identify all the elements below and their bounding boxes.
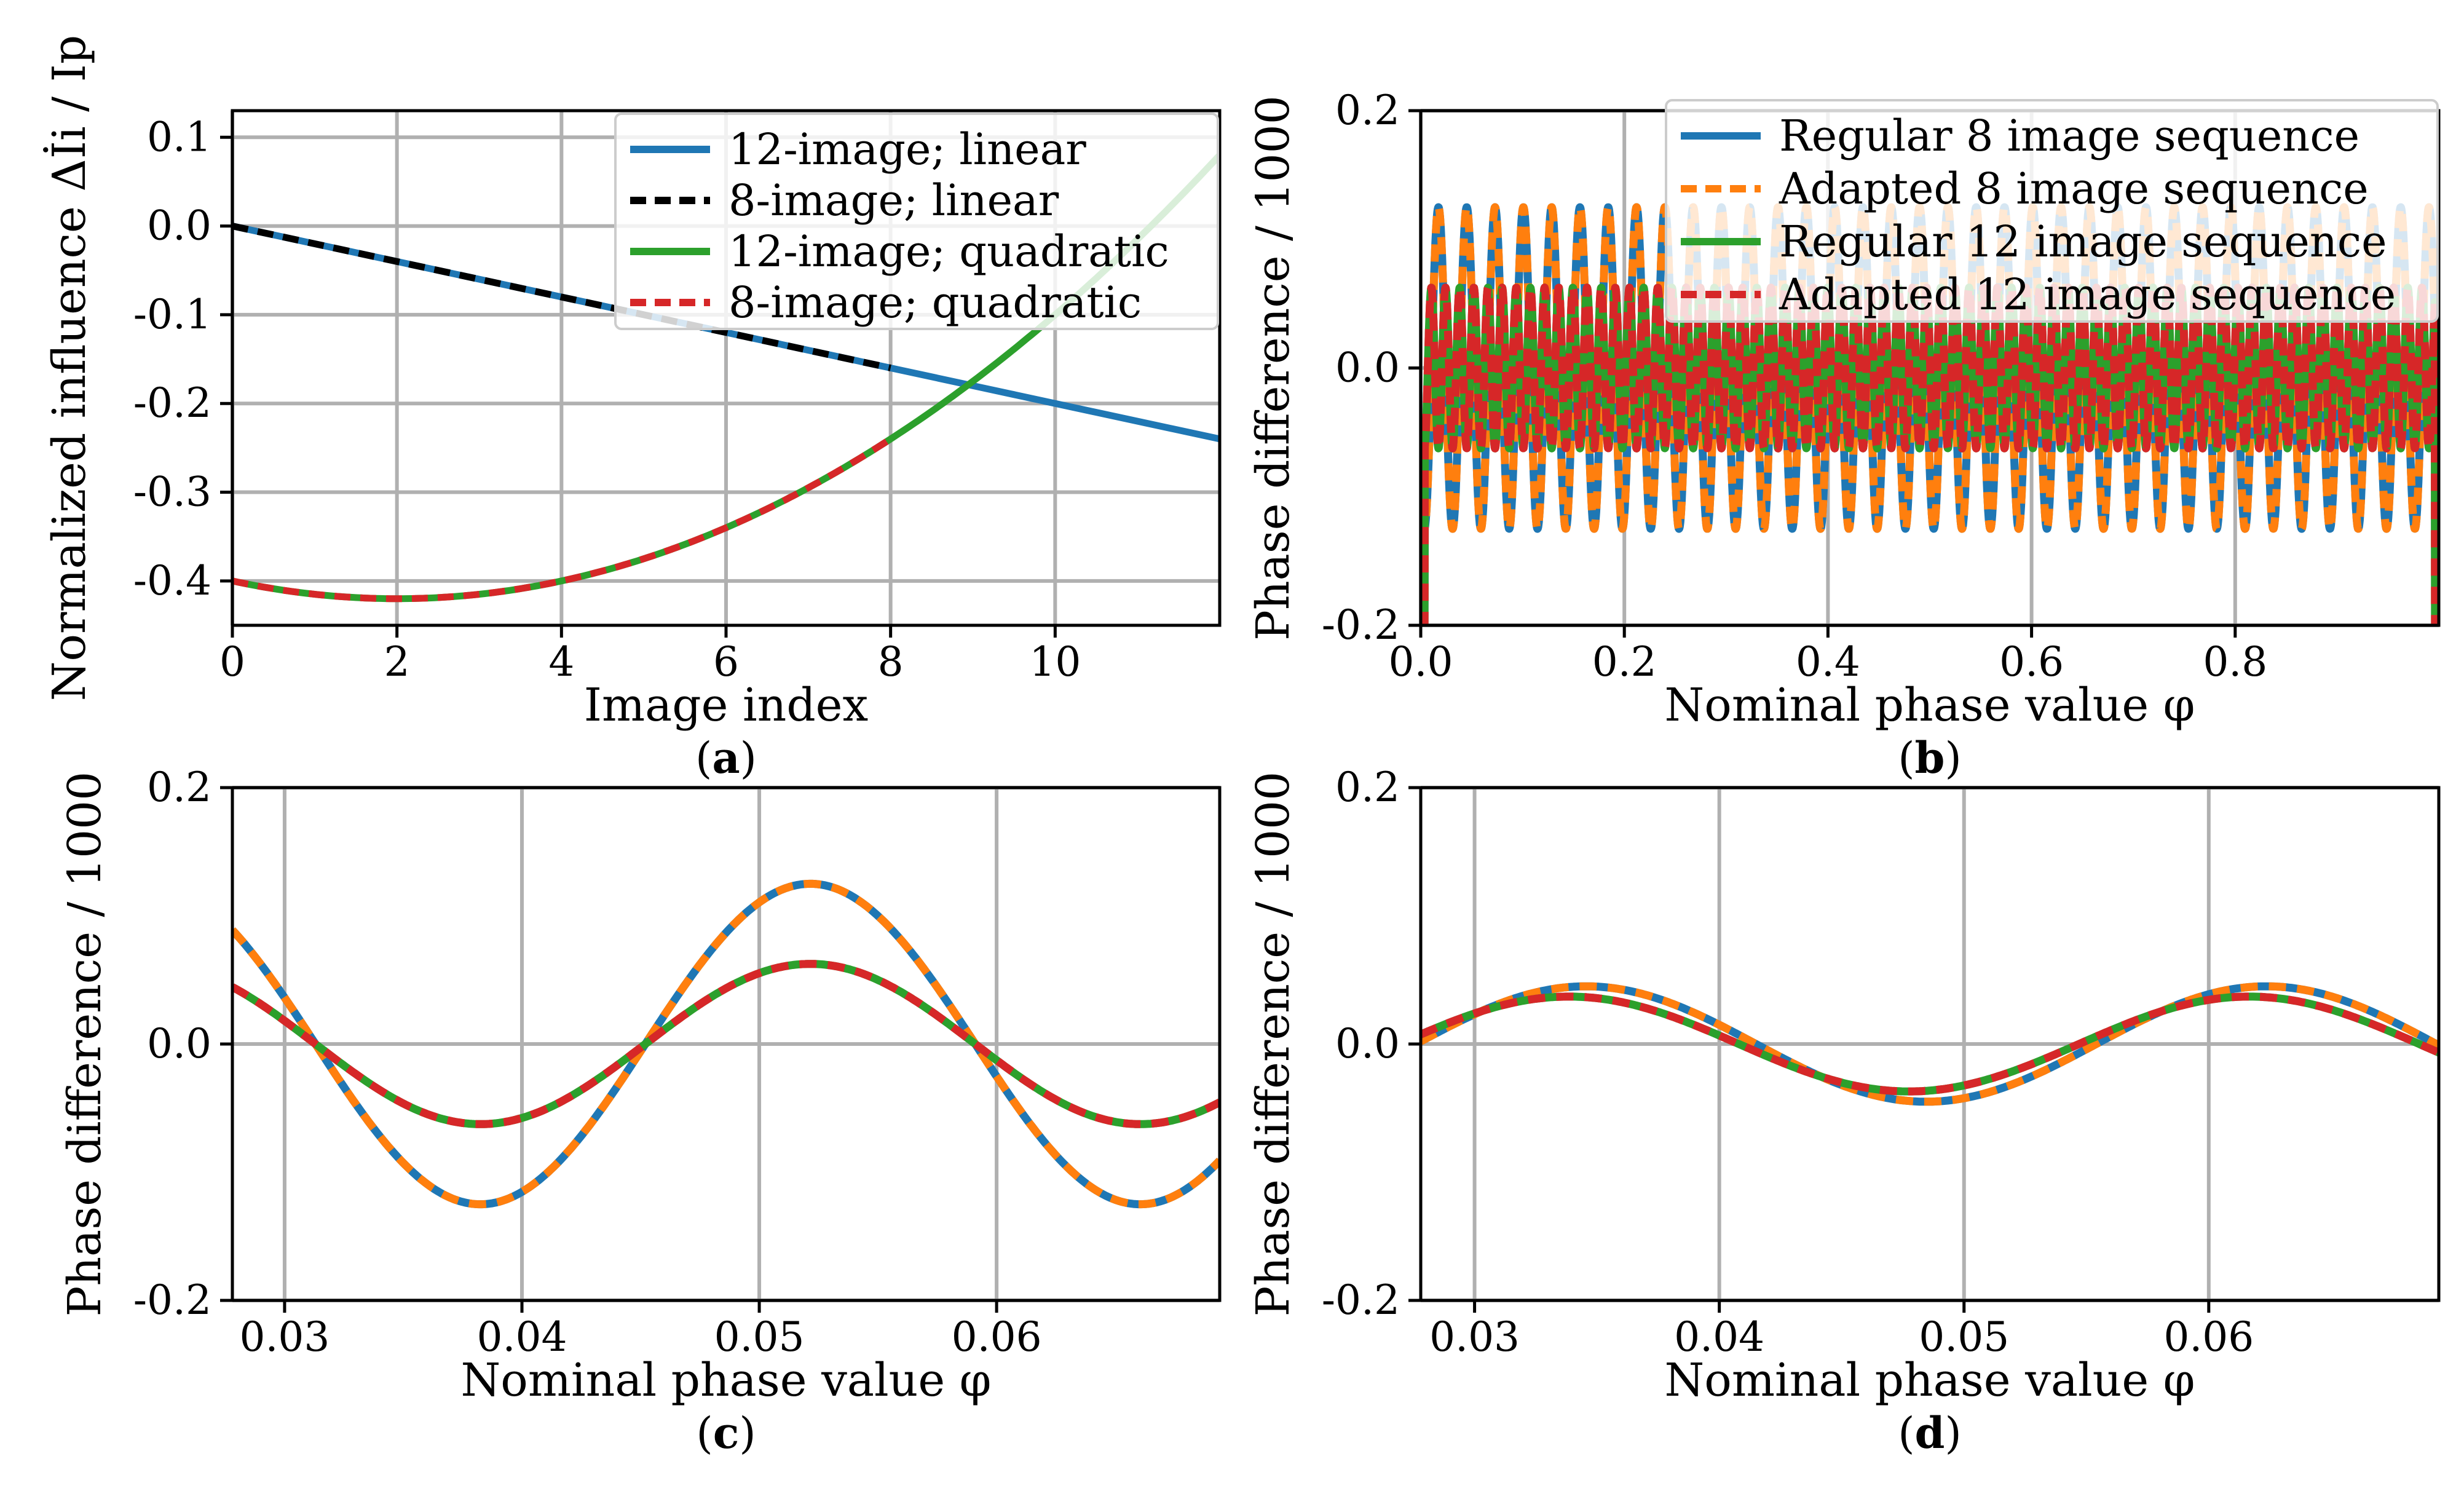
x-tick-label: 6 bbox=[713, 638, 739, 686]
panel-label: (d) bbox=[1898, 1407, 1962, 1458]
x-tick-label: 8 bbox=[878, 638, 904, 686]
panel-label: (b) bbox=[1898, 732, 1962, 783]
panel-label-letter: b bbox=[1915, 732, 1945, 783]
panel-label-open: ( bbox=[695, 733, 712, 783]
x-tick-label: 0.04 bbox=[1674, 1313, 1764, 1361]
series-line-orange bbox=[1421, 203, 2439, 625]
x-tick-label: 0.05 bbox=[714, 1313, 805, 1361]
x-axis-label: Nominal phase value φ bbox=[1665, 1354, 2195, 1407]
series-line-red bbox=[1421, 992, 2439, 1096]
panel-label-letter: a bbox=[712, 732, 740, 783]
x-axis-label: Image index bbox=[584, 679, 868, 732]
x-axis-label: Nominal phase value φ bbox=[461, 1354, 992, 1407]
x-tick-label: 0.8 bbox=[2203, 638, 2267, 686]
y-tick-label: -0.2 bbox=[1322, 1276, 1400, 1324]
y-tick-label: -0.3 bbox=[133, 469, 211, 516]
x-axis-label: Nominal phase value φ bbox=[1665, 679, 2195, 732]
y-tick-label: -0.2 bbox=[133, 1276, 211, 1324]
x-tick-label: 0.06 bbox=[2163, 1313, 2254, 1361]
panel-label-open: ( bbox=[696, 1408, 713, 1458]
panel-label-close: ) bbox=[739, 1408, 756, 1458]
legend-box bbox=[614, 113, 1219, 330]
y-tick-label: 0.0 bbox=[147, 202, 211, 250]
y-tick-label: -0.2 bbox=[133, 379, 211, 427]
plot-area bbox=[1421, 982, 2439, 1106]
y-axis-label: Phase difference / 1000 bbox=[1247, 95, 1300, 641]
series-line-red bbox=[232, 960, 1220, 1128]
legend-box bbox=[1665, 99, 2439, 323]
y-tick-label: 0.0 bbox=[1335, 1020, 1400, 1067]
panel-label-close: ) bbox=[1945, 1408, 1961, 1458]
y-axis-label: Phase difference / 1000 bbox=[58, 772, 111, 1317]
x-tick-label: 0.05 bbox=[1919, 1313, 2009, 1361]
legend-label: Regular 8 image sequence bbox=[1779, 111, 2359, 161]
series-line-black bbox=[232, 223, 891, 371]
legend-label: 8-image; quadratic bbox=[729, 277, 1142, 328]
y-tick-label: -0.2 bbox=[1322, 601, 1400, 649]
panel-d: 0.03 0.04 0.05 0.06 0.2 0.0 -0.2 Nominal phase … bbox=[1247, 764, 2441, 1458]
plot-area bbox=[232, 879, 1220, 1209]
x-tick-label: 0.04 bbox=[477, 1313, 567, 1361]
y-tick-label: 0.0 bbox=[147, 1020, 211, 1067]
panel-label-open: ( bbox=[1898, 733, 1914, 783]
panel-a: 0 2 4 6 8 10 0.1 0.0 -0.1 -0.2 -0.3 -0.4 Image index… bbox=[42, 35, 1222, 783]
legend-label: Adapted 8 image sequence bbox=[1779, 164, 2369, 214]
legend-label: Adapted 12 image sequence bbox=[1779, 269, 2396, 320]
series-line-green bbox=[1421, 283, 2439, 625]
panel-label-letter: c bbox=[713, 1407, 740, 1458]
legend-label: 12-image; quadratic bbox=[729, 226, 1169, 277]
x-tick-label: 0.03 bbox=[1429, 1313, 1520, 1361]
legend-label: 8-image; linear bbox=[729, 175, 1059, 226]
y-tick-label: -0.4 bbox=[133, 557, 211, 604]
x-tick-label: 0.06 bbox=[952, 1313, 1042, 1361]
panel-label: (a) bbox=[695, 732, 757, 783]
panel-label: (c) bbox=[696, 1407, 756, 1458]
panel-label-letter: d bbox=[1915, 1407, 1945, 1458]
y-axis-label: Phase difference / 1000 bbox=[1247, 772, 1300, 1317]
x-tick-label: 0 bbox=[219, 638, 245, 686]
series-line-red bbox=[232, 436, 893, 603]
x-tick-label: 0.6 bbox=[1999, 638, 2064, 686]
x-tick-label: 0.4 bbox=[1796, 638, 1860, 686]
y-tick-label: 0.2 bbox=[1335, 87, 1400, 134]
panel-c: 0.03 0.04 0.05 0.06 0.2 0.0 -0.2 Nominal phase … bbox=[58, 764, 1222, 1458]
x-tick-label: 10 bbox=[1029, 638, 1081, 686]
y-tick-label: 0.0 bbox=[1335, 344, 1400, 392]
legend-label: 12-image; linear bbox=[729, 124, 1086, 175]
series-line-orange bbox=[232, 879, 1220, 1209]
panel-label-close: ) bbox=[740, 733, 757, 783]
x-tick-label: 0.2 bbox=[1592, 638, 1657, 686]
panel-label-open: ( bbox=[1898, 1408, 1914, 1458]
y-axis-label: Normalized influence Δİi / Ip bbox=[42, 35, 96, 701]
legend-label: Regular 12 image sequence bbox=[1779, 216, 2387, 267]
y-tick-label: 0.2 bbox=[147, 764, 211, 811]
y-tick-label: -0.1 bbox=[133, 291, 211, 338]
series-line-orange bbox=[1421, 982, 2439, 1106]
plot-area bbox=[1421, 203, 2439, 625]
x-tick-label: 0.0 bbox=[1389, 638, 1453, 686]
y-tick-label: 0.2 bbox=[1335, 764, 1400, 811]
x-tick-label: 0.03 bbox=[239, 1313, 330, 1361]
x-tick-label: 4 bbox=[548, 638, 574, 686]
y-tick-label: 0.1 bbox=[147, 113, 211, 160]
x-tick-label: 2 bbox=[384, 638, 410, 686]
panel-label-close: ) bbox=[1945, 733, 1961, 783]
